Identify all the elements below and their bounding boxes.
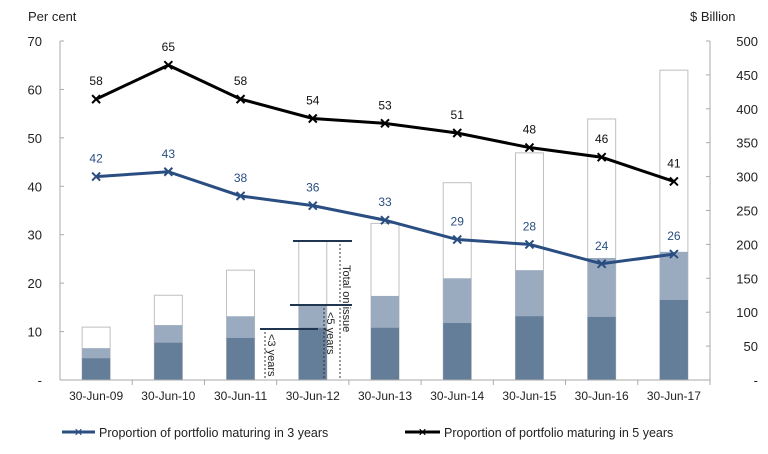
data-label: 38 [234, 171, 248, 185]
right-tick-label: 350 [736, 136, 758, 151]
bar-maturing-3y [82, 358, 111, 380]
right-tick-label: 250 [736, 204, 758, 219]
data-label: 51 [451, 108, 465, 122]
bar-maturing-3y [154, 342, 183, 380]
data-point [380, 118, 390, 129]
right-tick-label: 50 [744, 339, 758, 354]
bar-maturing-3y [371, 327, 399, 380]
x-tick-label: 30-Jun-17 [647, 389, 701, 403]
data-point [163, 167, 174, 177]
x-tick-label: 30-Jun-16 [575, 389, 629, 403]
data-label: 58 [89, 74, 103, 88]
right-tick-label: - [754, 373, 758, 388]
data-label: 54 [306, 93, 320, 107]
left-tick-label: 30 [28, 228, 42, 243]
data-point [596, 152, 607, 162]
data-point [452, 234, 462, 245]
legend-5y: Proportion of portfolio maturing in 5 ye… [444, 426, 673, 440]
annotation-lt3: <3 years [265, 334, 277, 377]
data-label: 26 [667, 229, 681, 243]
left-tick-label: 40 [28, 179, 42, 194]
right-tick-label: 450 [736, 68, 758, 83]
bar-maturing-3y [226, 337, 255, 380]
bar-maturing-3y [443, 323, 472, 380]
x-tick-label: 30-Jun-14 [430, 389, 484, 403]
right-tick-label: 400 [736, 102, 758, 117]
annotation-total: Total on issue [340, 265, 352, 332]
data-label: 42 [89, 152, 103, 166]
data-label: 36 [306, 181, 320, 195]
bar-maturing-3y [659, 299, 688, 380]
data-label: 53 [378, 98, 392, 112]
bar-maturing-3y [587, 316, 616, 380]
annotation-lt5: <5 years [324, 312, 336, 355]
left-axis-title: Per cent [28, 9, 77, 24]
x-tick-label: 30-Jun-15 [502, 389, 556, 403]
data-label: 46 [595, 132, 609, 146]
right-tick-label: 150 [736, 271, 758, 286]
data-label: 33 [378, 195, 392, 209]
data-label: 28 [523, 219, 537, 233]
x-tick-label: 30-Jun-13 [358, 389, 412, 403]
x-tick-label: 30-Jun-12 [286, 389, 340, 403]
data-label: 24 [595, 239, 609, 253]
annotation-2012: <3 years <5 years Total on issue [260, 240, 352, 378]
legend: ✕ Proportion of portfolio maturing in 3 … [62, 426, 673, 440]
data-point [524, 239, 535, 250]
right-axis-title: $ Billion [690, 9, 736, 24]
data-label: 43 [162, 147, 176, 161]
data-label: 65 [162, 40, 176, 54]
left-tick-label: 60 [28, 82, 42, 97]
data-label: 48 [523, 123, 537, 137]
left-tick-label: - [38, 373, 42, 388]
data-point [308, 113, 318, 124]
legend-marker-icon: ✕ [418, 427, 427, 439]
data-point [452, 128, 462, 138]
data-label: 41 [667, 156, 681, 170]
data-point [524, 142, 535, 153]
x-tick-label: 30-Jun-09 [69, 389, 123, 403]
right-tick-label: 200 [736, 237, 758, 252]
data-point [235, 191, 246, 201]
data-point [308, 200, 318, 211]
right-tick-label: 300 [736, 170, 758, 185]
data-label: 58 [234, 74, 248, 88]
left-tick-label: 10 [28, 325, 42, 340]
left-tick-label: 20 [28, 276, 42, 291]
legend-marker-icon: ✕ [74, 427, 83, 439]
left-tick-label: 70 [28, 34, 42, 49]
data-point [596, 259, 607, 269]
data-point [669, 249, 679, 259]
data-point [91, 94, 101, 104]
x-tick-label: 30-Jun-11 [214, 389, 267, 403]
data-point [235, 94, 246, 104]
data-point [163, 60, 174, 70]
bar-maturing-3y [515, 316, 544, 380]
legend-3y: Proportion of portfolio maturing in 3 ye… [99, 426, 328, 440]
data-point [91, 171, 101, 182]
data-point [380, 215, 390, 225]
x-tick-label: 30-Jun-10 [141, 389, 195, 403]
left-tick-label: 50 [28, 131, 42, 146]
bar-maturing-3y [298, 327, 327, 380]
right-tick-label: 500 [736, 34, 758, 49]
data-point [669, 176, 679, 187]
right-tick-label: 100 [736, 305, 758, 320]
data-label: 29 [451, 215, 465, 229]
